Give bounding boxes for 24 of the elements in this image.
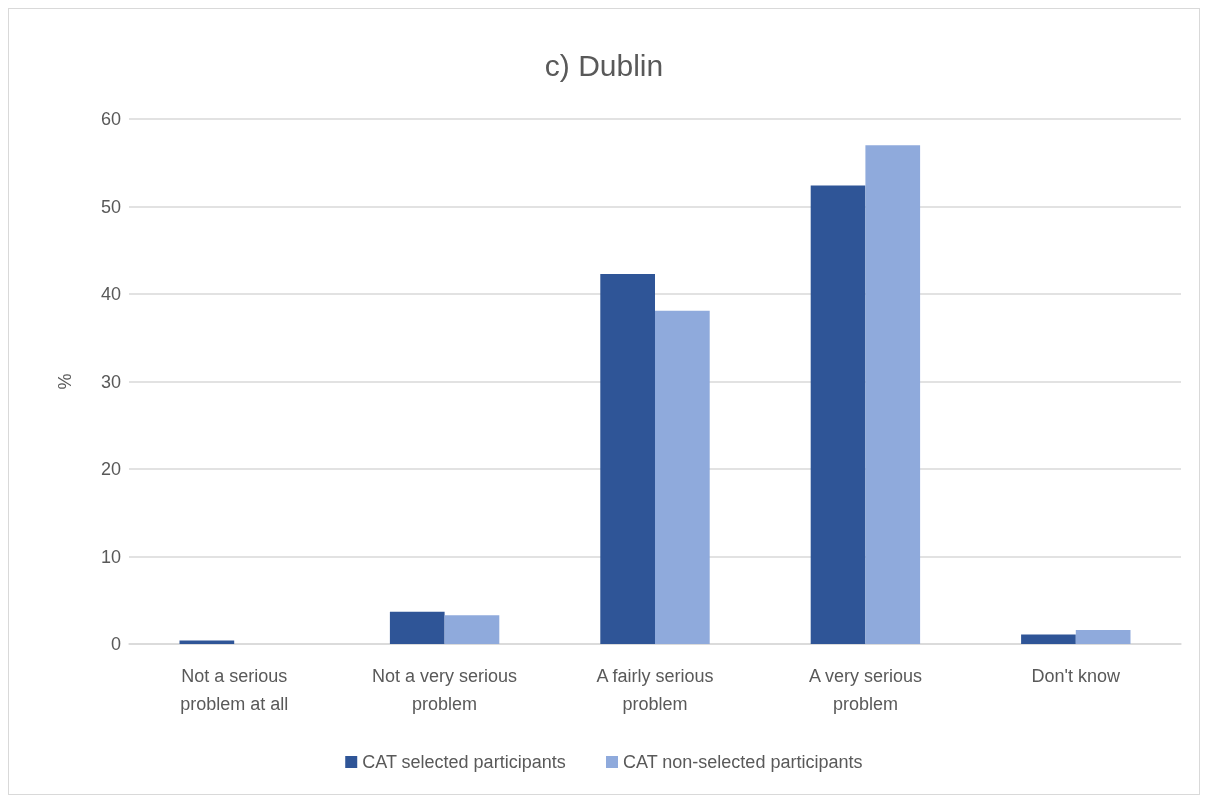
x-tick-label: A very serious problem [808,666,922,714]
y-tick-label: 20 [100,459,121,479]
bar [444,615,500,644]
x-tick-label: Don't know [1031,666,1122,686]
y-tick-label: 40 [100,284,121,304]
x-tick-label: Not a serious problem at all [180,666,289,714]
x-tick-label: A fairly serious problem [596,666,714,714]
bar [1075,630,1131,644]
bar [810,185,866,644]
x-tick-label: Not a very serious problem [372,666,518,714]
bar [865,145,921,644]
y-tick-label: 60 [100,109,121,129]
y-tick-label: 50 [100,196,121,217]
chart-title: c) Dublin [544,48,664,82]
bar [655,310,710,644]
bar [389,611,445,644]
legend-label: CAT non-selected participants [622,752,863,772]
bar [600,273,655,644]
y-axis-title: % [55,373,75,390]
legend-label: CAT selected participants [362,752,566,772]
y-tick-label: 30 [100,371,121,392]
y-tick-label: 0 [110,634,121,654]
bar [1021,634,1076,644]
y-tick-label: 10 [100,546,121,567]
